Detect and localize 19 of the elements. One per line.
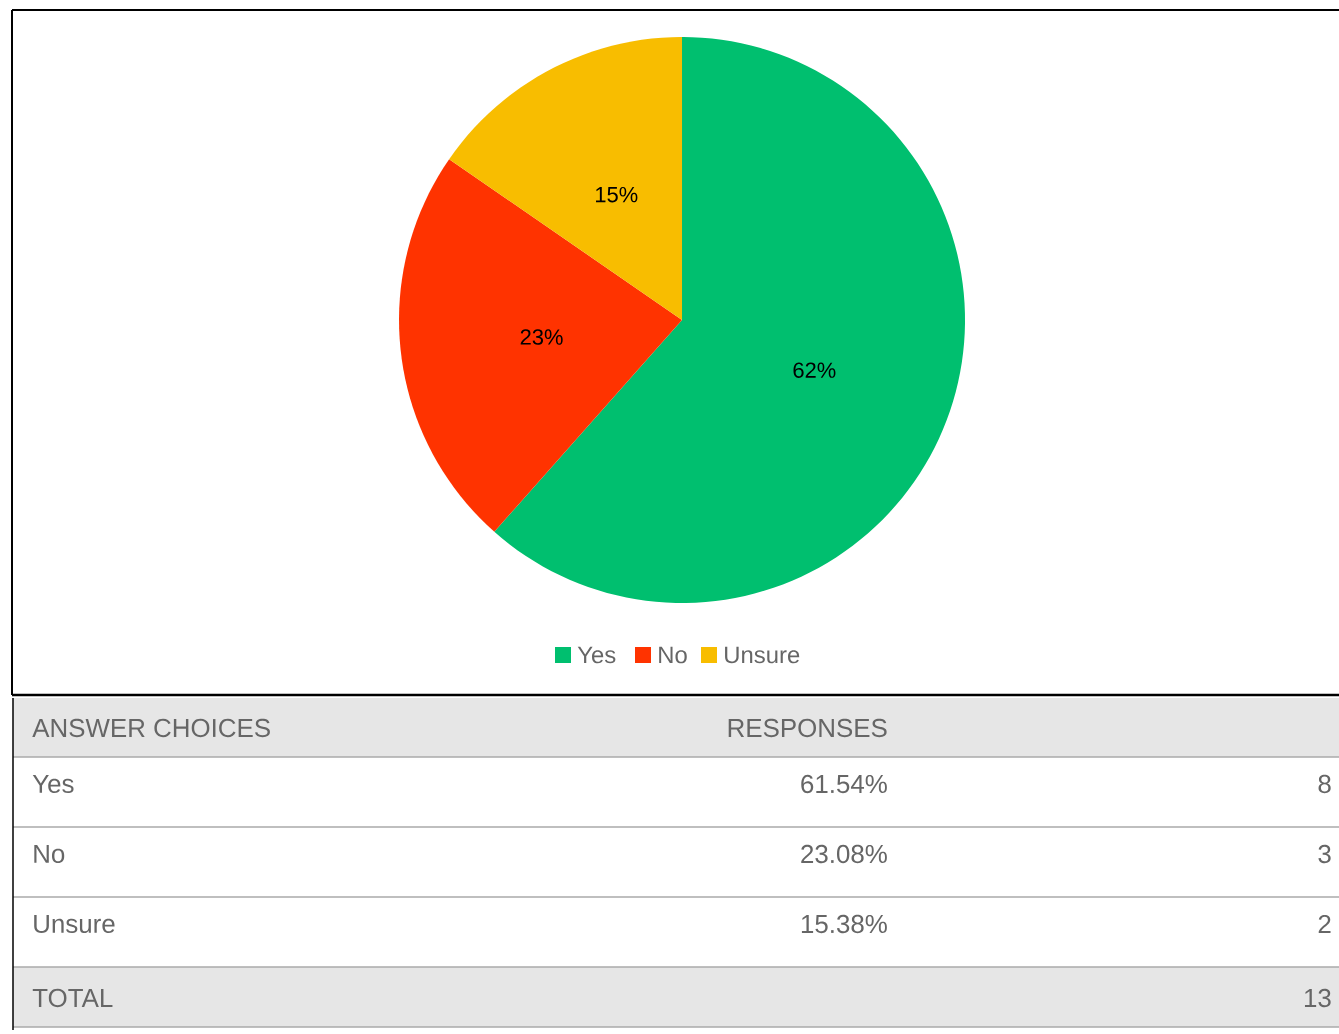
text: Unsure bbox=[34, 914, 115, 934]
text: TOTAL bbox=[32, 988, 113, 1008]
text: 13 bbox=[1304, 988, 1331, 1008]
text: RESPONSES bbox=[728, 718, 887, 738]
text: 61.54% bbox=[801, 774, 887, 794]
text: 23.08% bbox=[801, 844, 887, 864]
text: 8 bbox=[1318, 774, 1331, 794]
legend-label: Unsure bbox=[725, 646, 800, 664]
legend-label: No bbox=[659, 646, 687, 664]
data-label: 23% bbox=[520, 329, 563, 345]
data-label: 62% bbox=[793, 362, 836, 378]
data-label: 15% bbox=[596, 186, 638, 203]
text: 3 bbox=[1318, 844, 1331, 864]
text: No bbox=[34, 844, 65, 864]
text: ANSWER CHOICES bbox=[32, 718, 270, 738]
legend-label: Yes bbox=[577, 646, 616, 664]
text: Yes bbox=[32, 774, 74, 794]
text: 15.38% bbox=[801, 914, 887, 934]
text: 2 bbox=[1318, 914, 1331, 934]
